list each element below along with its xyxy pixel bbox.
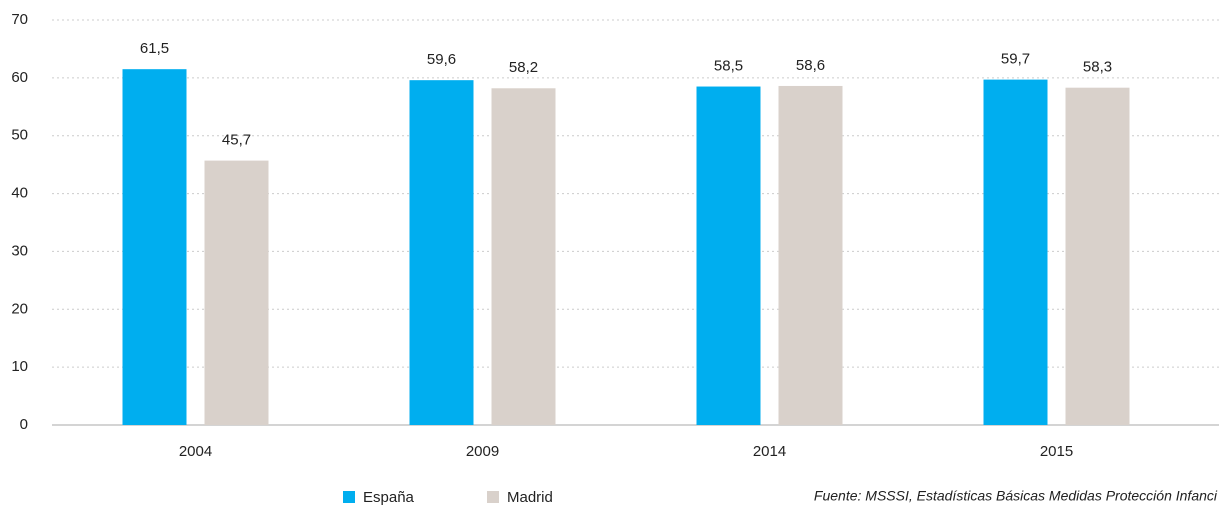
y-tick-label: 50 xyxy=(11,127,28,144)
bar xyxy=(204,160,269,426)
y-tick-label: 60 xyxy=(11,69,28,86)
legend-swatch xyxy=(487,491,499,503)
data-label: 59,7 xyxy=(1001,51,1030,68)
legend-label: Madrid xyxy=(507,489,553,506)
bar xyxy=(778,85,843,425)
y-tick-label: 10 xyxy=(11,358,28,375)
bar xyxy=(491,88,556,426)
y-tick-label: 40 xyxy=(11,185,28,202)
source-note: Fuente: MSSSI, Estadísticas Básicas Medi… xyxy=(814,488,1218,504)
y-tick-label: 0 xyxy=(20,416,28,433)
x-tick-label: 2014 xyxy=(753,443,786,460)
data-label: 58,2 xyxy=(509,59,538,76)
legend-label: España xyxy=(363,489,415,506)
bar xyxy=(983,79,1048,425)
data-label: 59,6 xyxy=(427,51,456,68)
y-tick-label: 20 xyxy=(11,300,28,317)
bar xyxy=(696,86,761,426)
bar xyxy=(1065,87,1130,425)
bar xyxy=(409,80,474,426)
y-tick-label: 70 xyxy=(11,11,28,28)
data-label: 58,5 xyxy=(714,58,743,75)
data-label: 61,5 xyxy=(140,40,169,57)
x-tick-label: 2009 xyxy=(466,443,499,460)
y-tick-label: 30 xyxy=(11,242,28,259)
data-label: 58,3 xyxy=(1083,59,1112,76)
legend-swatch xyxy=(343,491,355,503)
data-label: 45,7 xyxy=(222,132,251,149)
bar xyxy=(122,69,187,425)
x-tick-label: 2015 xyxy=(1040,443,1073,460)
data-label: 58,6 xyxy=(796,57,825,74)
x-tick-label: 2004 xyxy=(179,443,212,460)
